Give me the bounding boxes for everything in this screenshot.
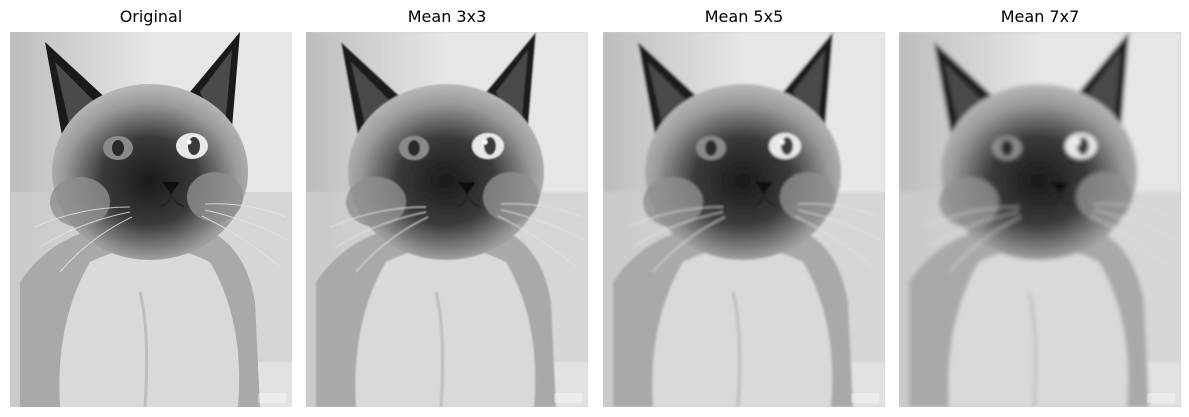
panel-mean-7x7: Mean 7x7 bbox=[899, 0, 1181, 417]
watermark-icon bbox=[1147, 393, 1175, 403]
watermark-icon bbox=[851, 393, 879, 403]
cat-photo-blurred bbox=[899, 32, 1181, 407]
watermark-icon bbox=[554, 393, 582, 403]
panel-mean-5x5: Mean 5x5 bbox=[603, 0, 885, 417]
watermark-icon bbox=[258, 393, 286, 403]
panel-title: Mean 3x3 bbox=[407, 7, 487, 26]
siamese-cat-photo-icon bbox=[306, 32, 588, 407]
cat-photo-blurred bbox=[306, 32, 588, 407]
panel-title: Mean 5x5 bbox=[704, 7, 784, 26]
siamese-cat-photo-icon bbox=[603, 32, 885, 407]
cat-photo bbox=[10, 32, 292, 407]
panel-title: Mean 7x7 bbox=[1000, 7, 1080, 26]
panel-title: Original bbox=[119, 7, 183, 26]
cat-photo-blurred bbox=[603, 32, 885, 407]
panel-original: Original bbox=[10, 0, 292, 417]
panel-mean-3x3: Mean 3x3 bbox=[306, 0, 588, 417]
siamese-cat-photo-icon bbox=[10, 32, 292, 407]
siamese-cat-photo-icon bbox=[899, 32, 1181, 407]
